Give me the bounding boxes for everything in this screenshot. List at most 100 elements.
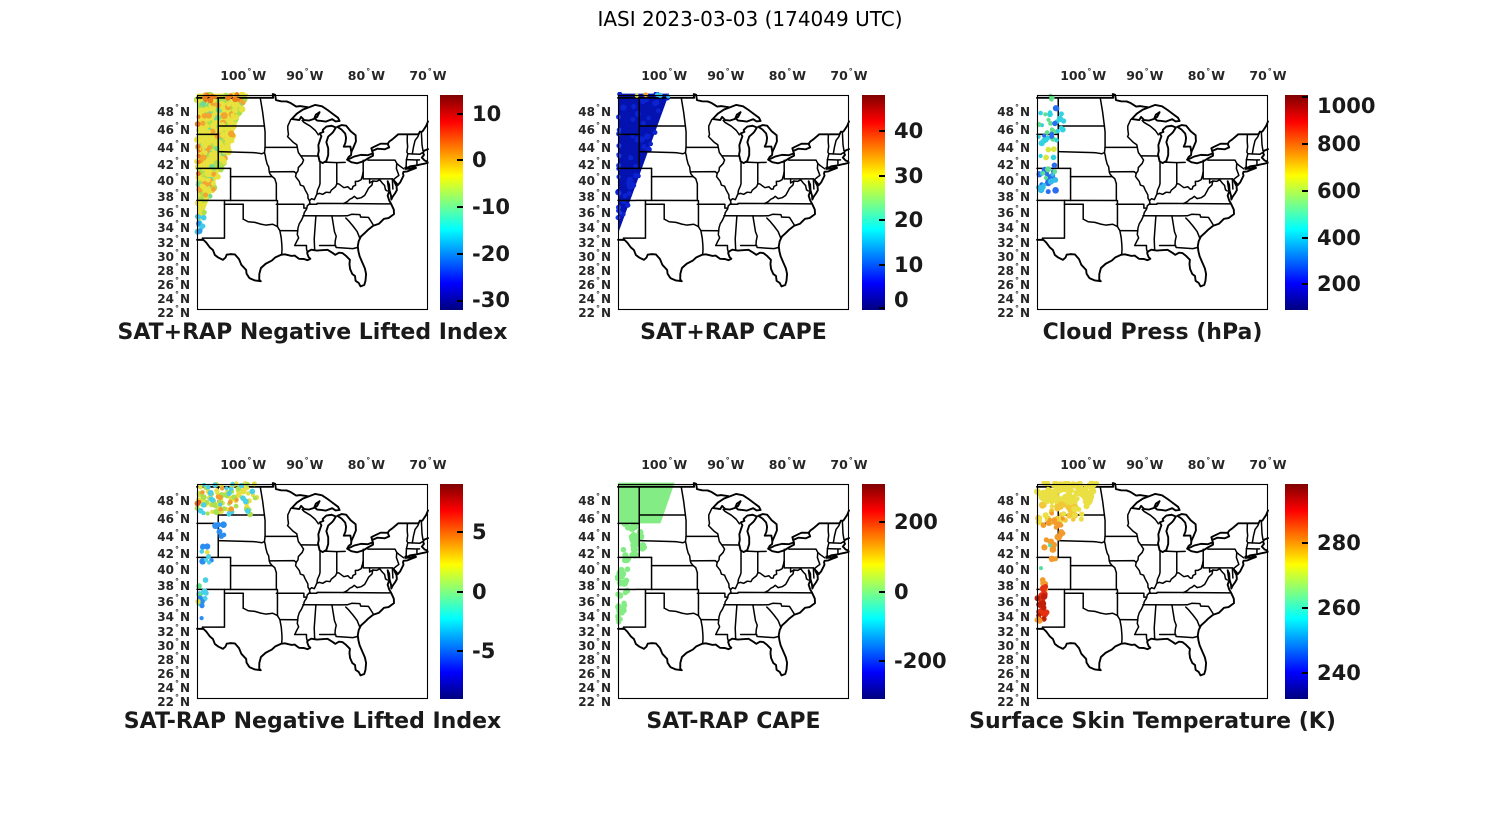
map-borders-layer <box>1036 482 1269 677</box>
state-border <box>766 606 782 628</box>
degree-symbol: ° <box>1014 637 1019 647</box>
lat-tick-label: 36°N <box>997 203 1030 220</box>
state-border <box>331 215 337 247</box>
degree-symbol: ° <box>1267 456 1272 465</box>
lat-tick-label: 30°N <box>578 637 611 654</box>
data-point <box>238 482 245 489</box>
data-point <box>1047 520 1052 525</box>
coastline <box>336 513 357 543</box>
coastline <box>1176 513 1197 543</box>
data-point <box>201 112 208 119</box>
data-point <box>1040 585 1047 592</box>
state-border <box>367 548 405 559</box>
state-border <box>301 119 320 136</box>
colorbar-tick-label: 10 <box>472 101 502 126</box>
data-point <box>210 509 215 514</box>
degree-symbol: ° <box>595 637 600 647</box>
colorbar-tick <box>1302 189 1308 192</box>
data-point <box>627 190 632 196</box>
data-point <box>1045 189 1051 195</box>
state-border <box>1171 604 1177 636</box>
degree-symbol: ° <box>1267 67 1272 76</box>
lat-tick-label: 32°N <box>578 233 611 250</box>
state-border <box>1232 551 1240 570</box>
data-point <box>224 146 229 152</box>
data-point <box>1044 130 1050 135</box>
degree-symbol: ° <box>1014 491 1019 501</box>
state-border <box>832 133 841 155</box>
data-point <box>619 570 627 578</box>
degree-symbol: ° <box>1014 218 1019 228</box>
state-border <box>722 119 741 136</box>
state-border <box>339 602 375 615</box>
data-point <box>199 616 204 621</box>
state-border <box>1182 569 1214 594</box>
state-border <box>1099 97 1106 149</box>
data-point <box>213 160 221 168</box>
colorbar-tick-label: -10 <box>472 195 510 220</box>
data-point <box>1054 503 1060 510</box>
lat-tick-label: 44°N <box>997 138 1030 155</box>
state-border <box>342 569 374 594</box>
map-surface-skin-temperature <box>1034 481 1269 700</box>
state-border <box>1208 567 1229 581</box>
data-point <box>204 543 211 550</box>
lat-tick-label: 48°N <box>997 102 1030 119</box>
data-point <box>203 557 209 562</box>
degree-symbol: ° <box>174 120 179 130</box>
coastline <box>757 124 778 154</box>
lon-tick-label: 70°W <box>830 67 868 83</box>
data-point <box>199 107 206 114</box>
swath-fill-layer <box>194 92 249 231</box>
state-border <box>1158 244 1199 250</box>
coastline <box>1176 124 1197 154</box>
data-point <box>653 99 660 106</box>
data-point <box>1068 487 1074 494</box>
coastline <box>767 541 795 554</box>
lat-tick-label: 40°N <box>157 172 190 189</box>
data-point <box>1038 110 1043 116</box>
state-border <box>1108 559 1137 564</box>
lat-tick-label: 34°N <box>157 607 190 624</box>
colorbar-tick-label: 200 <box>894 510 938 535</box>
degree-symbol: ° <box>725 456 730 465</box>
state-border <box>345 217 361 239</box>
data-point <box>646 116 651 121</box>
data-point <box>198 163 204 169</box>
map-frame-border <box>196 94 429 311</box>
lat-tick-label: 32°N <box>997 233 1030 250</box>
swath-polygon <box>618 93 670 234</box>
data-point <box>632 518 640 526</box>
data-point <box>220 486 225 491</box>
colorbar-tick-label: 0 <box>472 148 487 173</box>
data-point <box>227 130 235 138</box>
colorbar-tick <box>1302 143 1308 146</box>
degree-symbol: ° <box>1206 456 1211 465</box>
colorbar-tick <box>879 307 885 309</box>
data-point <box>625 202 631 208</box>
lat-tick-label: 34°N <box>157 218 190 235</box>
data-point <box>206 554 212 559</box>
state-border <box>832 522 841 544</box>
state-border <box>313 215 317 251</box>
lat-tick-label: 48°N <box>997 491 1030 508</box>
swath-polygon <box>618 482 675 524</box>
map-borders-layer <box>617 93 850 288</box>
state-border <box>684 535 694 567</box>
data-point <box>1049 546 1057 553</box>
state-border <box>404 522 409 558</box>
data-point <box>1059 126 1066 133</box>
lat-tick-label: 36°N <box>997 592 1030 609</box>
state-border <box>301 508 320 525</box>
panel-title-sat-minus-rap-cape: SAT-RAP CAPE <box>646 709 821 734</box>
map-frame-border <box>196 483 429 700</box>
degree-symbol: ° <box>174 527 179 537</box>
data-point <box>205 129 211 135</box>
data-point <box>1042 133 1047 138</box>
data-point <box>232 96 238 103</box>
colorbar-tick <box>457 206 463 209</box>
data-point <box>1039 501 1046 509</box>
state-border <box>268 170 297 175</box>
panel-title-sat-plus-rap-negative-lifted-index: SAT+RAP Negative Lifted Index <box>117 320 508 345</box>
data-point <box>1054 533 1062 541</box>
